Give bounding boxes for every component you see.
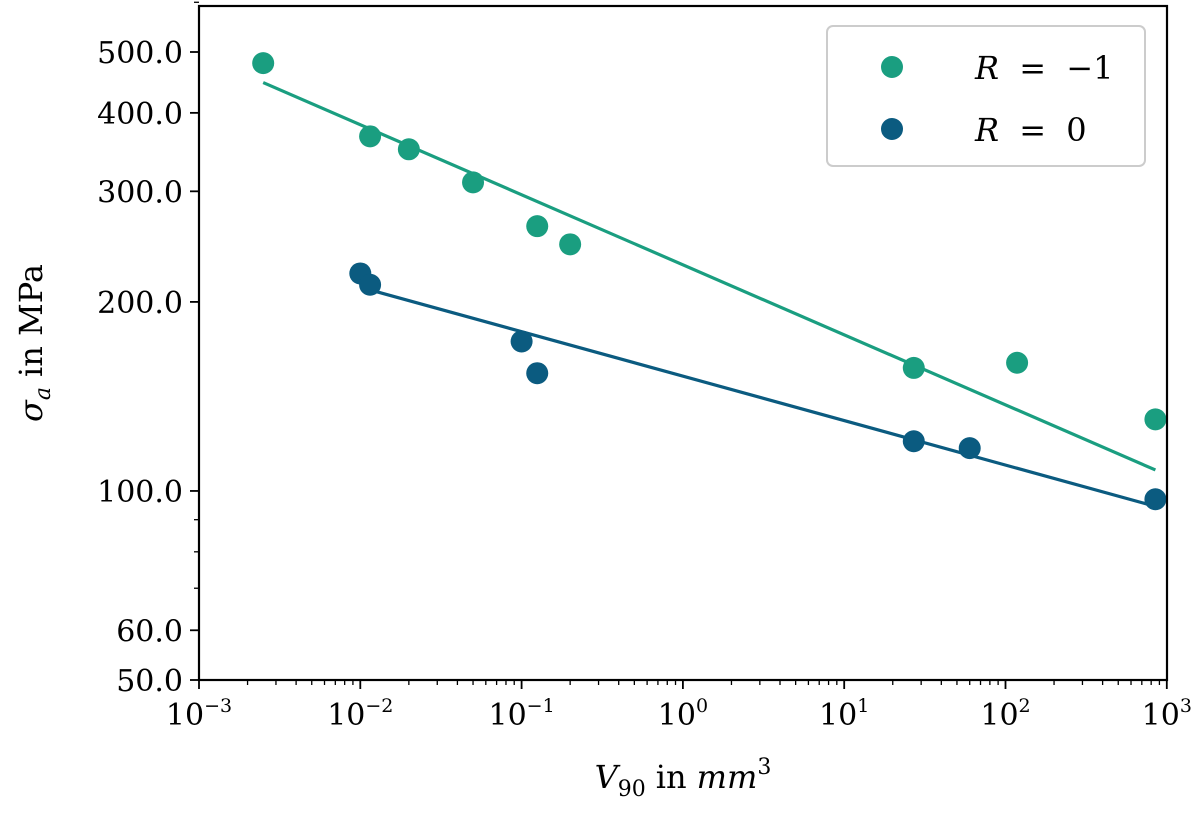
y-tick-label: 100.0	[97, 475, 183, 510]
legend-box	[826, 25, 1146, 167]
legend-op: =	[1019, 111, 1046, 149]
data-point-series-1	[1144, 488, 1167, 511]
x-tick-base: 10	[327, 698, 365, 733]
x-tick-exponent: −2	[365, 695, 393, 717]
y-tick-label: 50.0	[116, 664, 183, 699]
x-tick-exponent: 1	[857, 695, 869, 717]
data-points	[252, 52, 1167, 511]
x-label-symbol: V	[595, 758, 621, 796]
fit-line-series-1	[369, 288, 1156, 508]
legend-var: R	[974, 49, 999, 87]
data-point-series-1	[359, 273, 382, 296]
x-label-word: in	[656, 758, 687, 796]
x-tick-exponent: 2	[1019, 695, 1031, 717]
x-tick-label: 102	[980, 695, 1030, 733]
y-tick-label: 60.0	[116, 614, 183, 649]
y-tick-label: 400.0	[97, 97, 183, 132]
x-label-unit: mm	[697, 758, 758, 796]
data-point-series-0	[1006, 351, 1029, 374]
x-tick-base: 10	[819, 698, 857, 733]
x-tick-base: 10	[658, 698, 696, 733]
x-axis-ticks: 10−3 10−2 10−1 100 101 102 103	[166, 680, 1192, 733]
data-point-series-0	[526, 215, 549, 238]
legend-marker-r-minus-1	[881, 56, 903, 78]
x-tick-label: 101	[819, 695, 869, 733]
x-tick-base: 10	[980, 698, 1018, 733]
legend-marker-r-0	[881, 118, 903, 140]
data-point-series-0	[397, 138, 420, 161]
data-point-series-1	[902, 430, 925, 453]
x-tick-exponent: 0	[696, 695, 708, 717]
legend-val: 0	[1066, 111, 1086, 149]
data-point-series-1	[958, 437, 981, 460]
y-label-symbol: σ	[12, 399, 50, 422]
y-axis-label: σa in MPa	[12, 264, 56, 422]
data-point-series-0	[559, 233, 582, 256]
plot-frame	[197, 4, 1169, 682]
data-point-series-0	[462, 171, 485, 194]
y-label-text: in MPa	[12, 264, 50, 377]
x-axis-label: V90 in mm3	[595, 755, 772, 802]
x-label-superscript: 3	[757, 755, 771, 780]
legend-label-r-minus-1: R = −1	[974, 49, 1113, 87]
x-tick-label: 100	[658, 695, 708, 733]
y-tick-label: 200.0	[97, 286, 183, 321]
x-tick-base: 10	[166, 698, 204, 733]
data-point-series-1	[526, 362, 549, 385]
legend-op: =	[1019, 49, 1046, 87]
legend-val: −1	[1066, 49, 1113, 87]
data-point-series-0	[902, 356, 925, 379]
y-tick-label: 300.0	[97, 175, 183, 210]
data-point-series-1	[510, 330, 533, 353]
x-tick-label: 10−1	[488, 695, 554, 733]
data-point-series-0	[1144, 408, 1167, 431]
data-point-series-0	[359, 125, 382, 148]
legend-var: R	[974, 111, 999, 149]
y-tick-label: 500.0	[97, 36, 183, 71]
y-axis-ticks: 50.0 60.0 100.0 200.0 300.0 400.0 500.0	[97, 36, 199, 699]
legend: R = −1 R = 0	[826, 25, 1146, 167]
x-tick-exponent: −1	[527, 695, 555, 717]
x-tick-base: 10	[488, 698, 526, 733]
y-label-subscript: a	[31, 387, 56, 400]
x-tick-label: 10−2	[327, 695, 393, 733]
x-tick-label: 103	[1142, 695, 1192, 733]
x-tick-exponent: 3	[1180, 695, 1192, 717]
data-point-series-0	[252, 52, 275, 75]
x-tick-base: 10	[1142, 698, 1180, 733]
x-tick-exponent: −3	[204, 695, 232, 717]
legend-label-r-0: R = 0	[974, 111, 1087, 149]
x-tick-label: 10−3	[166, 695, 232, 733]
x-label-subscript: 90	[618, 777, 646, 802]
